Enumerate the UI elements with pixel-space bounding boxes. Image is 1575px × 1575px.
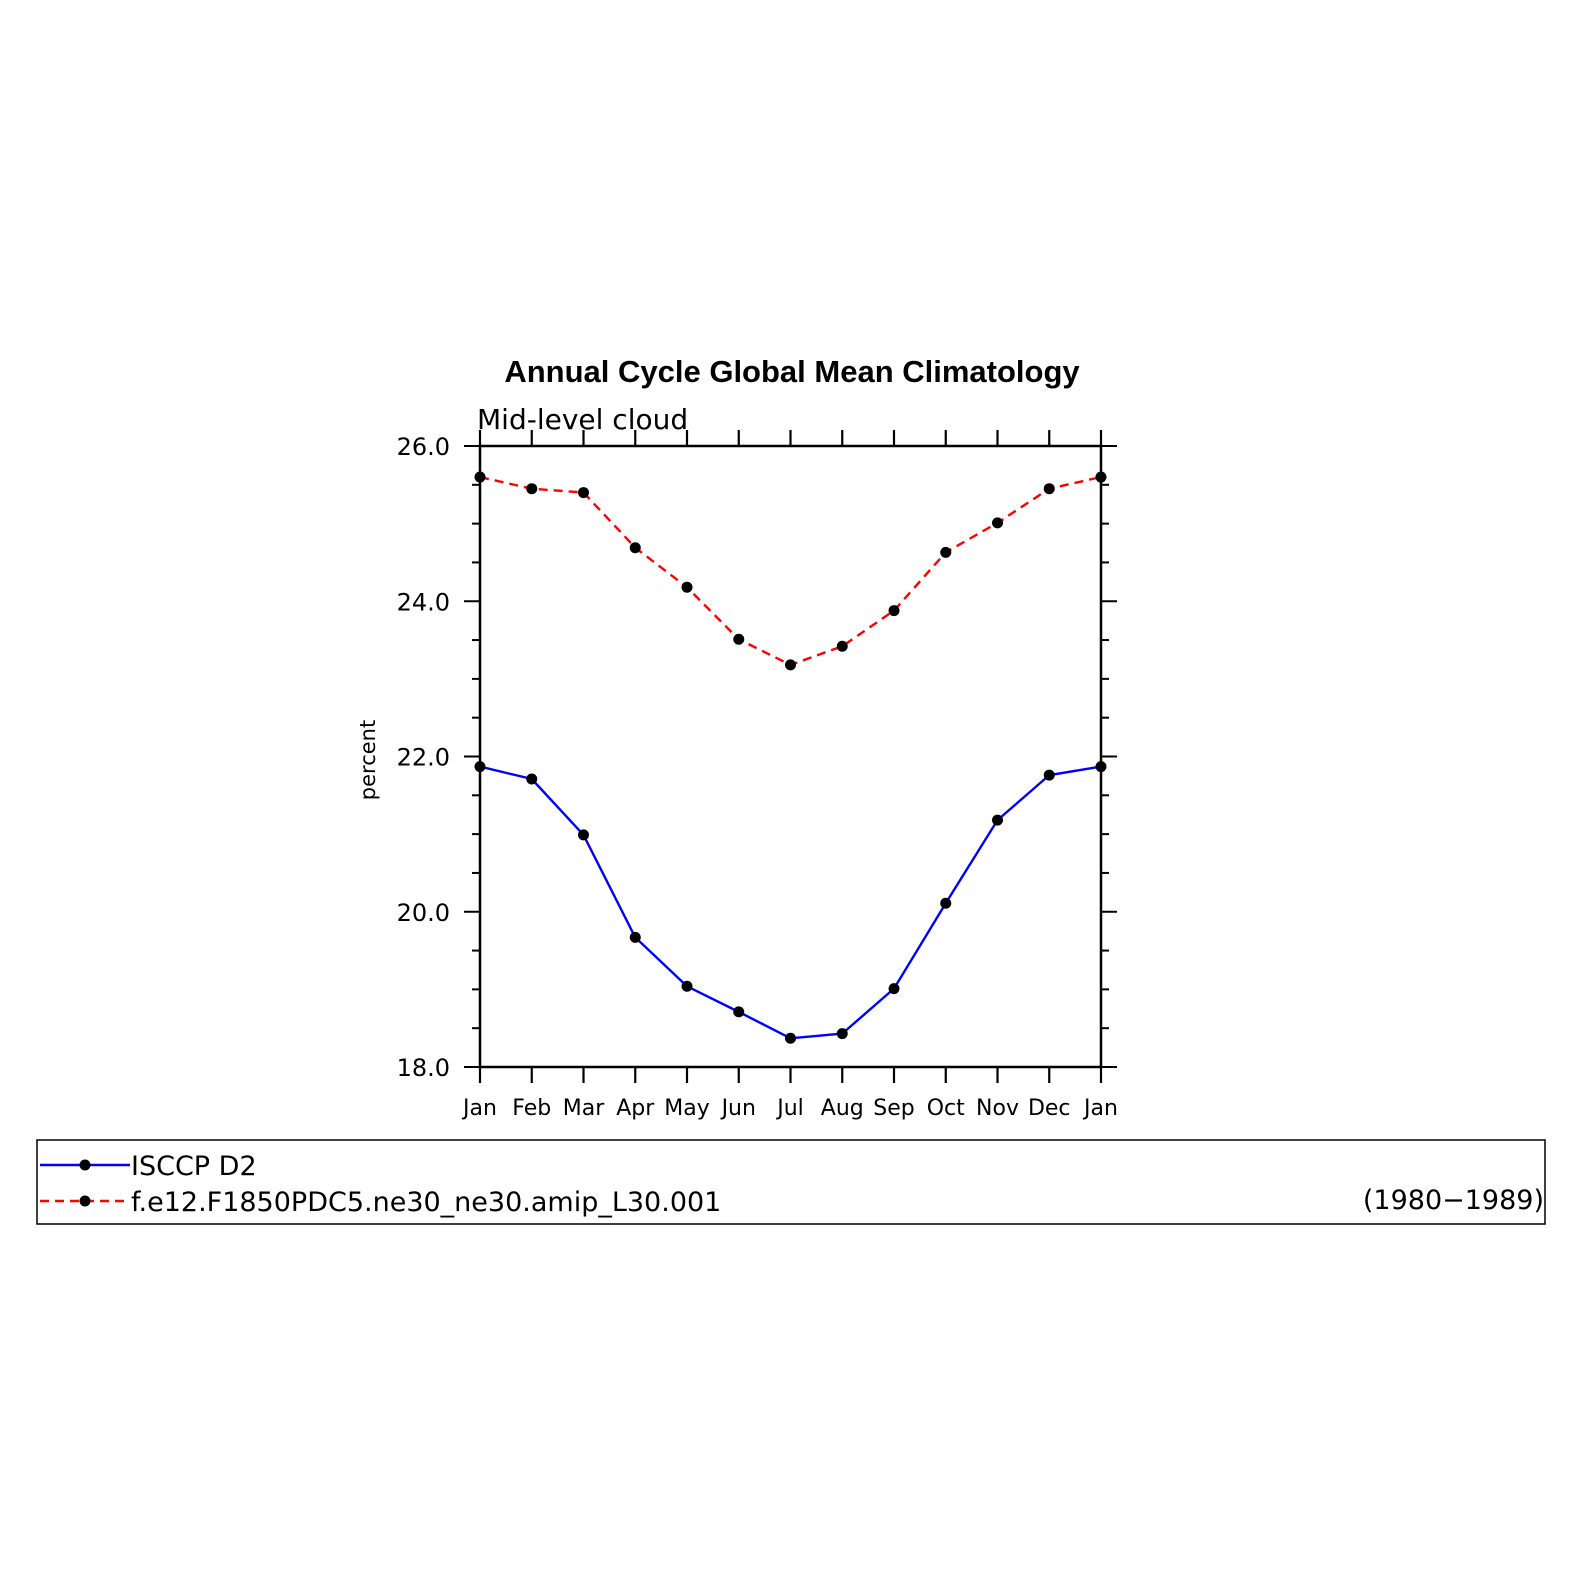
legend-label: ISCCP D2: [131, 1151, 257, 1182]
x-tick-label: Aug: [821, 1096, 864, 1121]
series-1: [474, 761, 1107, 1044]
y-tick-label: 22.0: [397, 744, 450, 772]
y-tick-label: 18.0: [397, 1054, 450, 1082]
plot-frame: [478, 444, 1103, 1069]
data-point: [992, 814, 1003, 826]
legend: ISCCP D2 f.e12.F1850PDC5.ne30_ne30.amip_L…: [36, 1139, 1546, 1225]
data-point: [629, 542, 641, 554]
legend-box: [36, 1139, 1546, 1225]
data-point: [681, 980, 693, 992]
y-tick-label: 26.0: [397, 433, 450, 461]
legend-marker: [79, 1159, 91, 1171]
data-point: [578, 487, 589, 499]
y-tick-label: 24.0: [397, 588, 450, 616]
x-tick-label: Mar: [563, 1096, 605, 1121]
x-tick-label: Jan: [1082, 1096, 1118, 1121]
series-line: [479, 475, 1102, 667]
legend-marker: [79, 1195, 91, 1207]
data-point: [940, 897, 952, 909]
x-tick-label: May: [664, 1096, 709, 1121]
x-tick-label: Apr: [616, 1096, 655, 1121]
series-2: [474, 471, 1107, 671]
data-series: [474, 471, 1107, 1044]
data-point: [992, 517, 1003, 529]
x-tick-label: Feb: [512, 1096, 551, 1121]
x-tick-label: Jan: [461, 1096, 497, 1121]
x-tick-label: Jun: [720, 1096, 756, 1121]
data-point: [733, 633, 745, 645]
data-point: [1043, 769, 1055, 781]
y-tick-label: 20.0: [397, 899, 450, 927]
data-point: [526, 773, 538, 785]
data-point: [785, 659, 796, 671]
y-axis-label: percent: [356, 720, 380, 800]
data-point: [940, 546, 952, 558]
x-tick-label: Oct: [927, 1096, 965, 1121]
data-point: [733, 1006, 745, 1018]
x-tick-label: Dec: [1028, 1096, 1071, 1121]
x-tick-labels: Jan Feb Mar Apr May Jun Jul Aug Sep Oct Nov Dec Jan: [461, 1096, 1118, 1121]
data-point: [836, 1028, 848, 1040]
x-tick-label: Sep: [873, 1096, 914, 1121]
series-line: [479, 765, 1102, 1040]
data-point: [888, 605, 900, 617]
data-point: [1043, 483, 1055, 495]
legend-period-note: (1980−1989): [1363, 1185, 1544, 1216]
data-point: [474, 471, 486, 483]
x-tick-label: Nov: [976, 1096, 1019, 1121]
chart-title: Annual Cycle Global Mean Climatology: [504, 354, 1080, 389]
y-tick-labels: 18.0 20.0 22.0 24.0 26.0: [397, 433, 450, 1082]
data-point: [629, 931, 641, 943]
data-point: [578, 829, 589, 841]
data-point: [526, 483, 538, 495]
legend-entries: ISCCP D2 f.e12.F1850PDC5.ne30_ne30.amip_L…: [40, 1151, 721, 1218]
axes: [464, 430, 1117, 1083]
data-point: [785, 1032, 796, 1044]
data-point: [1095, 761, 1107, 773]
legend-label: f.e12.F1850PDC5.ne30_ne30.amip_L30.001: [131, 1187, 721, 1218]
data-point: [681, 581, 693, 593]
x-tick-label: Jul: [775, 1096, 804, 1121]
data-point: [1095, 471, 1107, 483]
data-point: [474, 761, 486, 773]
data-point: [888, 983, 900, 995]
data-point: [836, 640, 848, 652]
